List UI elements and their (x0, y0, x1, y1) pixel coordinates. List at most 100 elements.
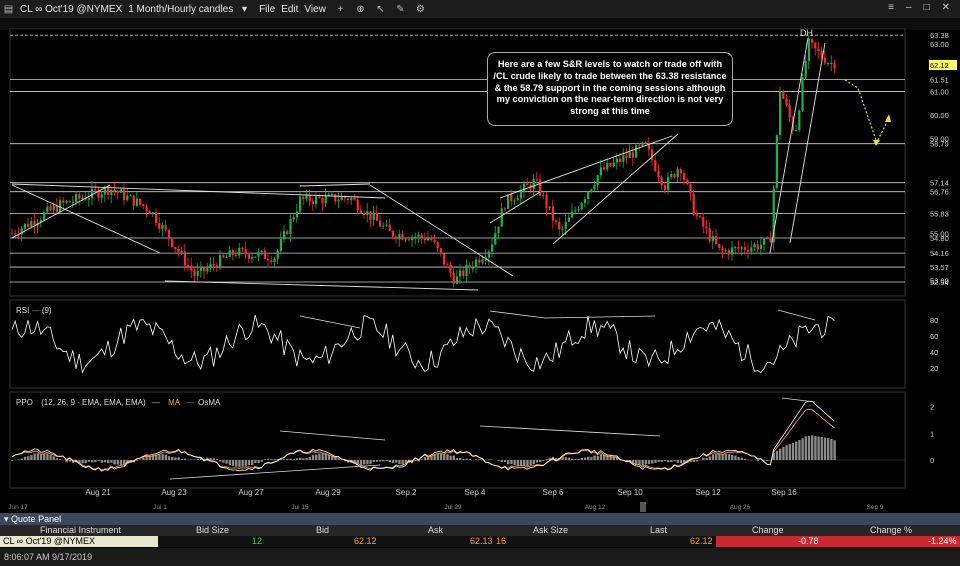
osma-bar (667, 460, 670, 463)
trendline (499, 135, 673, 199)
trendline (489, 191, 541, 224)
osma-bar (523, 460, 526, 466)
menu-icon[interactable]: ≡ (888, 2, 894, 13)
osma-bar (219, 460, 222, 462)
col-last[interactable]: Last (650, 525, 668, 535)
menu-file[interactable]: File (259, 3, 276, 15)
osma-bar (705, 458, 708, 460)
candle-body (219, 255, 222, 269)
row-ask-size: 16 (496, 536, 507, 546)
candle-body (539, 179, 542, 196)
osma-bar (811, 435, 814, 460)
settings-icon[interactable]: ⚙ (415, 3, 425, 15)
candle-body (81, 198, 84, 200)
maximize-icon[interactable]: □ (923, 2, 930, 13)
price-tick-label: 61.00 (930, 87, 949, 96)
col-bid[interactable]: Bid (316, 525, 330, 535)
candle-body (183, 251, 186, 266)
candle-body (187, 265, 190, 267)
candle-body (315, 196, 318, 205)
osma-bar (225, 460, 228, 464)
status-time: 8:06:07 AM 9/17/2019 (4, 552, 93, 562)
candle-body (369, 211, 372, 220)
osma-bar (417, 460, 420, 462)
menu-view[interactable]: View (304, 3, 326, 15)
col-bid-size[interactable]: Bid Size (196, 525, 230, 535)
candle-body (251, 257, 254, 259)
candle-body (769, 237, 772, 243)
candle-body (119, 189, 122, 193)
quote-row[interactable]: CL ∞ Oct'19 @NYMEX 12 62.12 62.13 16 62.… (0, 536, 960, 547)
candle-body (331, 194, 334, 196)
osma-bar (276, 459, 279, 460)
draw-icon[interactable]: ✎ (396, 3, 405, 15)
menu-edit[interactable]: Edit (281, 3, 299, 15)
candle-body (734, 247, 737, 249)
osma-bar (177, 457, 180, 460)
candle-body (689, 184, 692, 194)
overview-date-label: Jul 1 (153, 504, 167, 511)
osma-bar (577, 459, 580, 460)
osma-bar (167, 456, 171, 460)
osma-bar (443, 454, 446, 460)
osma-bar (17, 459, 20, 460)
candle-body (33, 221, 36, 226)
col-ask-size[interactable]: Ask Size (533, 525, 569, 535)
chart-icon[interactable]: ▤ (3, 3, 14, 15)
period-dropdown[interactable]: 1 Month/Hourly candles ▾ (128, 3, 248, 15)
osma-bar (430, 456, 433, 460)
candle-body (606, 162, 609, 170)
candle-body (257, 252, 260, 257)
osma-bar (286, 458, 289, 460)
osma-bar (814, 436, 817, 460)
quote-panel-header[interactable]: ▾ Quote Panel (0, 513, 960, 525)
osma-bar (302, 458, 305, 460)
pointer-icon[interactable]: ↖ (376, 3, 385, 15)
candle-body (350, 198, 353, 201)
osma-bar (721, 454, 724, 460)
osma-bar (593, 455, 596, 460)
osma-bar (273, 458, 276, 460)
zoom-icon[interactable]: ⊕ (356, 3, 365, 15)
minimize-icon[interactable]: – (906, 2, 912, 13)
osma-bar (795, 441, 798, 460)
candle-body (641, 142, 644, 146)
candle-body (711, 236, 714, 242)
osma-bar (337, 458, 340, 460)
col-instrument[interactable]: Financial Instrument (40, 525, 122, 535)
col-change-pct[interactable]: Change % (870, 525, 913, 535)
collapse-icon[interactable]: ▾ (4, 514, 9, 524)
close-icon[interactable]: ✕ (941, 2, 950, 13)
price-tick-label: 56.76 (930, 188, 949, 197)
row-instrument[interactable]: CL ∞ Oct'19 @NYMEX (0, 536, 158, 547)
candle-body (276, 251, 279, 259)
candle-body (260, 250, 263, 253)
price-tick-label: 63.00 (930, 40, 949, 49)
candle-body (116, 191, 119, 193)
candle-body (11, 233, 14, 235)
price-tick-label: 54.16 (930, 249, 949, 258)
osma-bar (801, 438, 804, 460)
col-change[interactable]: Change (752, 525, 784, 535)
title-bar: ▤ CL ∞ Oct'19 @NYMEX 1 Month/Hourly cand… (0, 0, 960, 19)
row-change-pct: -1.24% (928, 536, 957, 546)
osma-bar (503, 460, 507, 463)
ppo-params: (12, 26, 9 - EMA, EMA, EMA) (41, 398, 146, 407)
candle-body (139, 198, 142, 205)
trendline (11, 184, 161, 254)
osma-bar (516, 460, 519, 466)
osma-bar (401, 460, 404, 465)
symbol-label[interactable]: CL ∞ Oct'19 @NYMEX (20, 3, 123, 15)
overview-date-label: Sep 9 (867, 504, 884, 511)
candle-body (817, 48, 820, 51)
candle-body (427, 238, 430, 241)
crosshair-icon[interactable]: + (337, 3, 344, 15)
candle-body (321, 197, 324, 204)
candle-body (398, 233, 401, 240)
price-tick-label: 62.12 (930, 61, 949, 70)
candle-body (494, 233, 497, 245)
col-ask[interactable]: Ask (428, 525, 444, 535)
candle-body (324, 195, 327, 204)
row-bid-size: 12 (252, 536, 263, 546)
